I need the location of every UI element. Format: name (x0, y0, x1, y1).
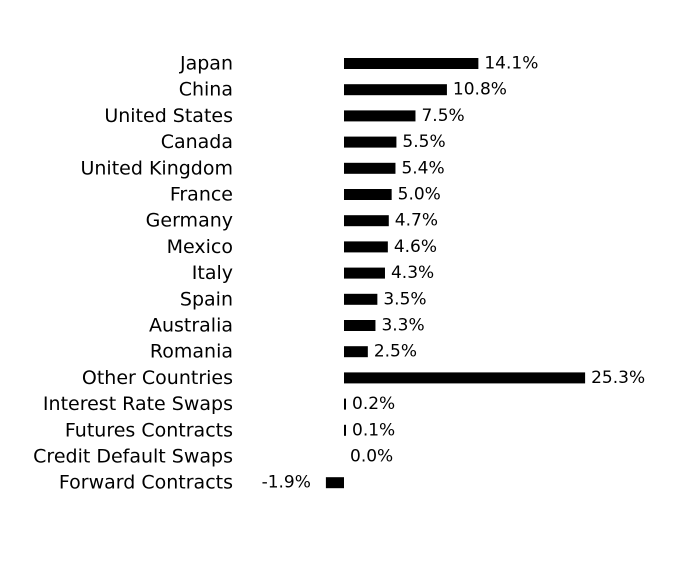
bar (344, 136, 397, 148)
bar (344, 84, 447, 96)
category-label: Canada (161, 131, 233, 153)
category-label: France (170, 184, 233, 206)
value-label: 25.3% (591, 368, 645, 388)
bar (344, 110, 416, 122)
value-label: 3.3% (381, 316, 424, 336)
value-label: 4.7% (395, 211, 438, 231)
category-label: Romania (150, 341, 233, 363)
value-label: 4.6% (394, 237, 437, 257)
value-label: 5.5% (402, 132, 445, 152)
category-label: Credit Default Swaps (33, 446, 233, 468)
value-label: 2.5% (374, 342, 417, 362)
category-label: China (179, 79, 233, 101)
value-label: 5.4% (401, 158, 444, 178)
bar (344, 189, 392, 200)
bar (344, 241, 388, 253)
value-label: 10.8% (453, 80, 507, 100)
category-label: Interest Rate Swaps (43, 393, 233, 415)
bar (344, 346, 368, 358)
bar (344, 293, 378, 305)
bar (344, 398, 346, 410)
category-label: Forward Contracts (59, 472, 233, 494)
value-label: 0.0% (350, 447, 393, 467)
category-label: Futures Contracts (65, 419, 233, 441)
bar (344, 372, 586, 384)
category-label: Other Countries (82, 367, 233, 389)
category-label: United States (104, 105, 233, 127)
category-label: United Kingdom (80, 157, 233, 179)
bar (344, 320, 376, 331)
value-label: 3.5% (383, 289, 426, 309)
value-label: 4.3% (391, 263, 434, 283)
category-label: Italy (192, 262, 233, 284)
value-label: 14.1% (484, 54, 538, 74)
value-label: 5.0% (398, 185, 441, 205)
bar (325, 477, 344, 489)
bar (344, 267, 385, 279)
bar (344, 58, 479, 69)
category-label: Australia (149, 315, 233, 337)
category-label: Mexico (167, 236, 233, 258)
bar (344, 215, 389, 227)
chart-rows: Japan 14.1% China 10.8% United States 7.5% Can… (33, 53, 645, 494)
value-label: -1.9% (262, 473, 311, 493)
value-label: 7.5% (421, 106, 464, 126)
category-label: Japan (179, 53, 233, 75)
bar (344, 162, 396, 174)
bar (344, 424, 346, 436)
category-label: Spain (180, 288, 233, 310)
category-label: Germany (146, 210, 233, 232)
value-label: 0.2% (352, 394, 395, 414)
value-label: 0.1% (352, 420, 395, 440)
